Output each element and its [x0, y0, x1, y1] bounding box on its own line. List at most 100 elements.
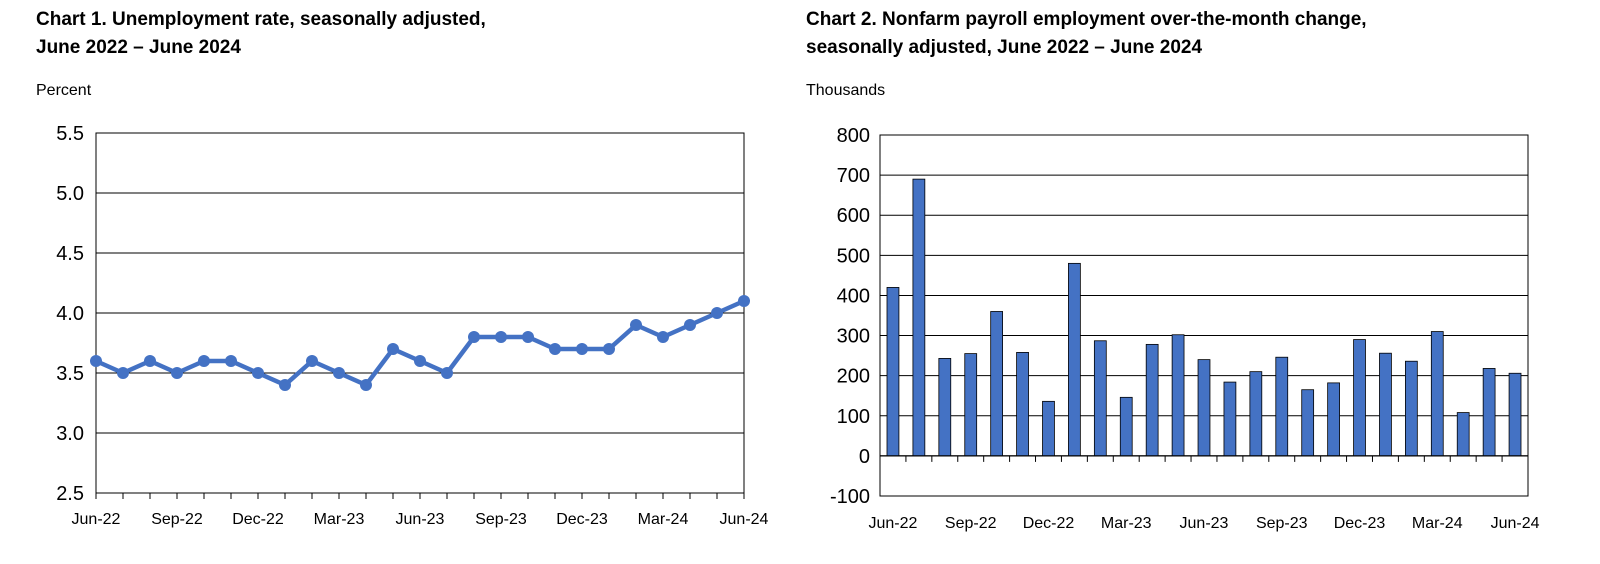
chart-1-point: [387, 343, 399, 355]
chart-2-bar: [1430, 331, 1444, 457]
chart-1-point: [576, 343, 588, 355]
chart-1-point: [441, 367, 453, 379]
chart-1-x-tick-label: Mar-24: [638, 511, 689, 528]
chart-2-bar: [1353, 339, 1366, 457]
chart-2-x-tick-label: Jun-22: [868, 515, 917, 532]
chart-1-point: [333, 367, 345, 379]
chart-2-bar: [1223, 381, 1237, 457]
chart-1-point: [117, 367, 129, 379]
chart-1-point: [603, 343, 615, 355]
chart-2-bar: [1249, 371, 1263, 457]
chart-1-title-line1: Chart 1. Unemployment rate, seasonally a…: [36, 9, 486, 30]
chart-1: Chart 1. Unemployment rate, seasonally a…: [36, 9, 769, 528]
chart-1-point: [495, 331, 507, 343]
chart-1-point: [198, 355, 210, 367]
chart-1-point: [711, 307, 723, 319]
chart-2-y-tick-label: 700: [837, 165, 870, 187]
chart-1-x-tick-label: Sep-23: [475, 511, 527, 528]
chart-2-bar: [1379, 352, 1392, 457]
chart-2-bar: [1016, 352, 1029, 457]
chart-2-y-tick-label: 500: [837, 245, 870, 267]
chart-1-point: [684, 319, 696, 331]
chart-1-x-tick-label: Mar-23: [314, 511, 365, 528]
chart-2-bar: [886, 287, 900, 457]
chart-1-point: [738, 295, 750, 307]
chart-2-y-ticks: 800 700 600 500 400 300 200 100 0 -100: [830, 125, 870, 508]
chart-1-point: [360, 379, 372, 391]
chart-2-x-tick-label: Jun-24: [1491, 515, 1540, 532]
chart-1-y-tick-label: 4.0: [56, 303, 84, 325]
chart-2-x-tick-label: Mar-23: [1101, 515, 1152, 532]
chart-2-bar: [1404, 360, 1418, 457]
chart-1-x-tick-label: Jun-24: [720, 511, 769, 528]
chart-2-bar: [1145, 343, 1159, 457]
chart-1-y-tick-label: 4.5: [56, 243, 84, 265]
chart-2-y-tick-label: 0: [859, 446, 870, 468]
chart-2-bar: [1197, 359, 1211, 457]
chart-1-title-line2: June 2022 – June 2024: [36, 37, 241, 58]
chart-2-y-tick-label: 400: [837, 285, 870, 307]
chart-2-bar: [1275, 356, 1289, 457]
chart-1-gridlines: [96, 192, 744, 434]
chart-1-x-tick-label: Dec-22: [232, 511, 284, 528]
chart-2-x-tick-label: Sep-22: [945, 515, 997, 532]
chart-2-bar: [1508, 372, 1522, 457]
chart-2-x-tick-label: Jun-23: [1180, 515, 1229, 532]
chart-2-y-tick-label: 200: [837, 366, 870, 388]
chart-2-y-tick-label: 100: [837, 406, 870, 428]
chart-2-bar: [990, 311, 1004, 457]
chart-2-bar: [912, 178, 926, 457]
chart-1-y-tick-label: 5.0: [56, 183, 84, 205]
chart-2-x-tick-label: Dec-23: [1334, 515, 1386, 532]
chart-2-plot-frame: [879, 134, 1529, 497]
chart-2-y-tick-label: 300: [837, 326, 870, 348]
chart-2-bar: [1068, 262, 1081, 457]
chart-2-y-tick-label: 800: [837, 125, 870, 147]
chart-1-point: [414, 355, 426, 367]
chart-2-ylabel: Thousands: [806, 82, 885, 99]
chart-1-point: [90, 355, 102, 367]
chart-2-bar: [964, 353, 978, 457]
chart-2-title-line1: Chart 2. Nonfarm payroll employment over…: [806, 9, 1367, 30]
chart-2-bar: [1171, 334, 1185, 457]
chart-2: Chart 2. Nonfarm payroll employment over…: [806, 9, 1540, 532]
chart-2-bar: [1456, 412, 1470, 457]
chart-1-point: [657, 331, 669, 343]
chart-2-bar: [1119, 396, 1133, 457]
chart-1-y-tick-label: 3.5: [56, 363, 84, 385]
chart-1-ylabel: Percent: [36, 82, 92, 99]
chart-1-y-tick-label: 3.0: [56, 423, 84, 445]
chart-1-series-line: [95, 298, 745, 388]
chart-2-x-ticks: Jun-22 Sep-22 Dec-22 Mar-23 Jun-23 Sep-23 Dec-…: [868, 455, 1540, 532]
chart-2-bar: [1093, 340, 1107, 457]
chart-1-point: [279, 379, 291, 391]
chart-1-points: [90, 295, 750, 391]
chart-1-point: [306, 355, 318, 367]
chart-2-y-tick-label: 600: [837, 205, 870, 227]
chart-1-point: [468, 331, 480, 343]
chart-2-x-tick-label: Sep-23: [1256, 515, 1308, 532]
chart-1-y-tick-label: 2.5: [56, 483, 84, 505]
chart-1-point: [225, 355, 237, 367]
chart-1-x-ticks: Jun-22 Sep-22 Dec-22 Mar-23 Jun-23 Sep-23 Dec-…: [72, 493, 769, 528]
chart-1-x-tick-label: Dec-23: [556, 511, 608, 528]
chart-2-title-line2: seasonally adjusted, June 2022 – June 20…: [806, 37, 1202, 58]
chart-1-point: [252, 367, 264, 379]
chart-2-bar: [1327, 382, 1340, 457]
chart-2-bars: [886, 178, 1522, 457]
chart-2-bar: [1301, 389, 1315, 457]
chart-1-y-ticks: 5.5 5.0 4.5 4.0 3.5 3.0 2.5: [56, 123, 84, 505]
chart-1-x-tick-label: Jun-23: [396, 511, 445, 528]
chart-2-x-tick-label: Mar-24: [1412, 515, 1463, 532]
chart-2-bar: [938, 358, 952, 457]
chart-2-x-tick-label: Dec-22: [1023, 515, 1075, 532]
chart-2-y-tick-label: -100: [830, 486, 870, 508]
chart-1-y-tick-label: 5.5: [56, 123, 84, 145]
chart-1-x-tick-label: Jun-22: [72, 511, 121, 528]
chart-2-bar: [1482, 368, 1496, 457]
chart-1-point: [144, 355, 156, 367]
chart-1-point: [630, 319, 642, 331]
chart-2-bar: [1042, 400, 1055, 457]
chart-1-point: [549, 343, 561, 355]
